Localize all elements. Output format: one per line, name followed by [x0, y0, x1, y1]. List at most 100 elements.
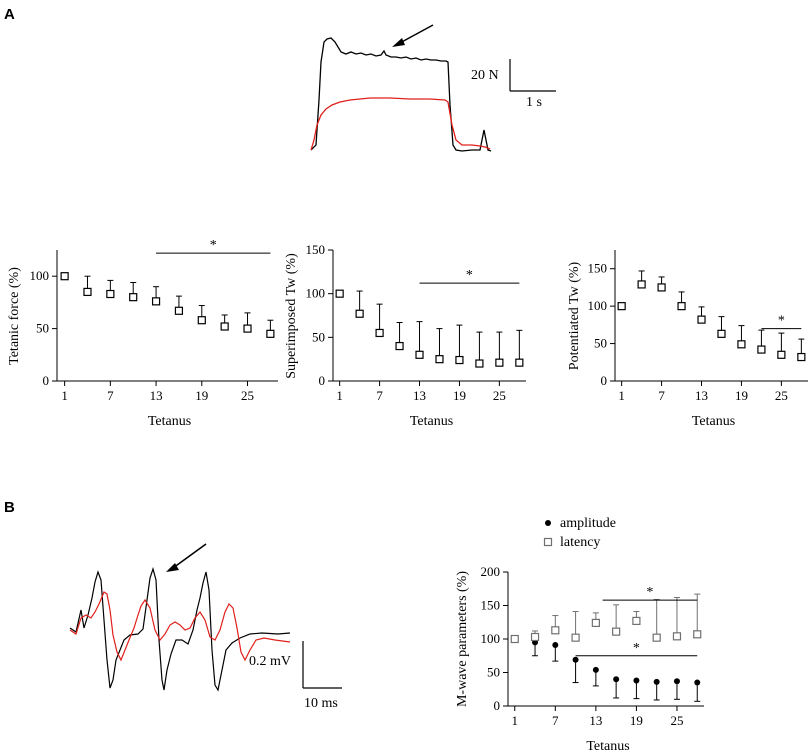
volt-scalebar-label: 0.2 mV	[249, 654, 291, 669]
significance-asterisk: *	[466, 268, 473, 283]
x-tick-label: 25	[775, 388, 788, 403]
data-point	[435, 355, 444, 364]
y-tick-label: 100	[306, 286, 326, 301]
x-tick-label: 13	[150, 388, 163, 403]
data-point	[83, 287, 92, 297]
data-point	[694, 679, 701, 686]
y-axis-label: M-wave parameters (%)	[455, 571, 470, 707]
data-point	[657, 283, 666, 292]
data-point	[552, 642, 559, 649]
x-tick-label: 13	[413, 388, 426, 403]
data-point	[637, 280, 646, 289]
ms-scalebar-label: 10 ms	[304, 696, 338, 711]
y-tick-label: 50	[594, 336, 607, 351]
x-axis-label: Tetanus	[148, 414, 191, 429]
data-point	[220, 322, 229, 331]
x-tick-label: 7	[658, 388, 665, 403]
significance-asterisk: *	[633, 641, 640, 656]
data-point	[571, 633, 580, 642]
data-point	[617, 302, 626, 311]
y-tick-label: 0	[319, 373, 326, 388]
data-point	[395, 341, 404, 351]
data-point	[797, 352, 806, 362]
time-scalebar-label: 1 s	[526, 95, 542, 110]
data-point	[151, 297, 161, 306]
legend-marker	[543, 537, 553, 547]
y-axis-label: Superimposed Tw (%)	[284, 253, 299, 379]
force-trace-red	[310, 97, 491, 151]
data-point	[415, 350, 424, 359]
x-axis-label: Tetanus	[692, 414, 735, 429]
arrow-head	[392, 38, 405, 47]
force-trace-group	[310, 24, 492, 152]
chart-mwave-parameters: 0 50 100 150 200 1 7 13 19 25 Tetanus M-wave parame…	[455, 516, 704, 753]
x-tick-label: 25	[670, 713, 683, 728]
y-tick-label: 150	[588, 261, 608, 276]
data-point	[693, 630, 702, 639]
y-tick-label: 150	[481, 598, 501, 613]
y-tick-label: 50	[312, 329, 325, 344]
data-point	[591, 618, 600, 628]
y-tick-label: 0	[43, 373, 50, 388]
data-point	[60, 272, 69, 281]
data-point	[495, 358, 504, 367]
data-point	[510, 634, 519, 644]
y-tick-label: 50	[36, 321, 49, 336]
data-point	[197, 316, 206, 325]
mwave-trace-red	[69, 591, 291, 662]
data-point	[515, 358, 524, 367]
y-tick-label: 100	[588, 298, 608, 313]
arrow-line	[397, 24, 434, 45]
force-scalebar-label: 20 N	[471, 68, 499, 83]
x-tick-label: 19	[195, 388, 208, 403]
x-tick-label: 1	[618, 388, 625, 403]
data-point	[174, 306, 184, 315]
data-point	[551, 626, 560, 635]
x-tick-label: 19	[453, 388, 466, 403]
panel-label-a: A	[4, 6, 15, 23]
data-point	[613, 676, 620, 683]
legend-label: amplitude	[560, 516, 616, 531]
y-tick-label: 150	[306, 242, 326, 257]
data-point	[455, 355, 464, 365]
force-scalebar: 20 N 1 s	[471, 59, 556, 110]
data-point	[653, 678, 660, 685]
data-point	[672, 632, 682, 641]
x-axis-label: Tetanus	[410, 414, 453, 429]
x-axis-label: Tetanus	[586, 739, 629, 753]
data-point	[592, 666, 599, 673]
y-tick-label: 50	[487, 665, 500, 680]
data-point	[530, 632, 540, 642]
x-tick-label: 7	[376, 388, 383, 403]
data-point	[572, 656, 579, 663]
data-point	[243, 324, 252, 333]
data-point	[633, 677, 640, 684]
data-point	[335, 289, 344, 298]
chart-tetanic-force: 0 50 100 1 7 13 19 25 Tetanus Tetanic force (%) *	[7, 238, 278, 429]
significance-asterisk: *	[210, 238, 217, 253]
mwave-trace-group	[69, 543, 291, 692]
data-point	[129, 293, 138, 302]
x-tick-label: 13	[589, 713, 602, 728]
y-tick-label: 0	[494, 698, 501, 713]
x-tick-label: 13	[695, 388, 708, 403]
x-tick-label: 1	[512, 713, 519, 728]
x-tick-label: 1	[336, 388, 343, 403]
data-point	[677, 302, 686, 311]
x-tick-label: 19	[735, 388, 748, 403]
data-point	[612, 627, 621, 636]
force-trace-black	[310, 37, 492, 152]
x-tick-label: 7	[107, 388, 114, 403]
y-tick-label: 100	[30, 268, 50, 283]
data-point	[673, 678, 680, 685]
data-point	[717, 329, 726, 338]
panel-label-b: B	[4, 499, 15, 516]
data-point	[355, 309, 364, 318]
x-tick-label: 7	[552, 713, 559, 728]
legend-label: latency	[560, 535, 600, 550]
significance-asterisk: *	[778, 314, 785, 329]
data-point	[266, 329, 275, 338]
mwave-arrow-line	[172, 543, 207, 569]
y-tick-label: 200	[481, 564, 501, 579]
